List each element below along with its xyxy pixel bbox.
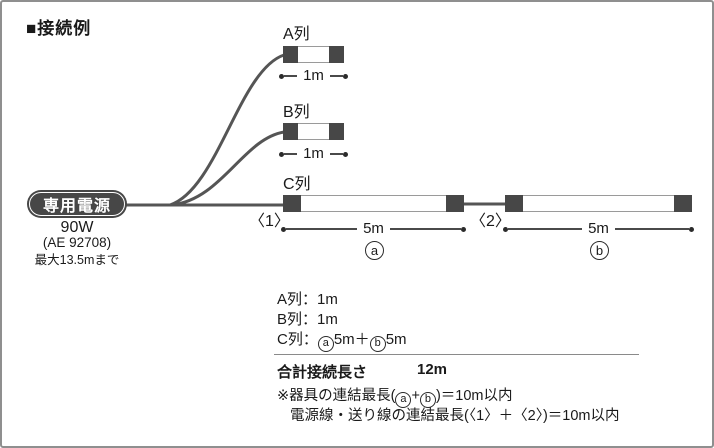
dimension-endpoint-dot — [689, 226, 694, 232]
row-b-light-bar — [283, 123, 344, 140]
note1-suffix: )＝10m以内 — [435, 388, 513, 404]
note1-plus: + — [411, 388, 420, 404]
dimension-line — [389, 228, 461, 230]
dimension-line — [614, 228, 689, 230]
section-title: ■接続例 — [26, 19, 92, 38]
row-a-label: A列 — [283, 26, 310, 43]
summary-row-a: A列：1m — [277, 291, 338, 308]
dimension-endpoint-dot — [343, 73, 348, 79]
segment-b-badge-small: b — [419, 391, 436, 408]
row-c-light-bar-a — [283, 195, 464, 212]
bar-end-cap — [283, 46, 298, 63]
bar-end-cap — [446, 195, 464, 212]
row-b-dimension: 1m — [279, 144, 348, 162]
row-a-dimension: 1m — [279, 66, 348, 84]
segment-a-badge-small: a — [395, 391, 412, 408]
row-a-dimension-label: 1m — [303, 66, 324, 84]
power-model-number: (AE 92708) — [42, 235, 112, 250]
row-c-light-bar-b — [505, 195, 692, 212]
row-b-label: B列 — [283, 104, 310, 121]
power-max-run: 最大13.5mまで — [34, 253, 120, 267]
dimension-line — [329, 75, 343, 77]
summary-row-b: B列：1m — [277, 311, 338, 328]
dimension-line — [329, 153, 343, 155]
power-supply-label: 専用電源 — [29, 192, 125, 216]
row-c-seg-a-dimension-label: 5m — [363, 219, 384, 237]
bar-end-cap — [329, 123, 344, 140]
dimension-line — [286, 228, 358, 230]
segment-b-badge: b — [590, 241, 609, 260]
dimension-line — [284, 153, 298, 155]
row-c-seg-b-dimension: 5m — [503, 219, 694, 237]
bar-end-cap — [674, 195, 692, 212]
summary-row-c: C列： a 5m＋ b 5m — [277, 330, 407, 352]
dimension-line — [284, 75, 298, 77]
row-b-dimension-label: 1m — [303, 144, 324, 162]
dimension-endpoint-dot — [281, 226, 286, 232]
dimension-endpoint-dot — [279, 73, 284, 79]
dimension-line — [508, 228, 583, 230]
row-c-seg-a-dimension: 5m — [281, 219, 466, 237]
row-a-light-bar — [283, 46, 344, 63]
power-wattage: 90W — [60, 219, 94, 236]
total-length-label: 合計接続長さ — [277, 364, 368, 381]
row-c-label: C列 — [283, 176, 311, 193]
dimension-endpoint-dot — [343, 151, 348, 157]
bar-end-cap — [505, 195, 523, 212]
bar-end-cap — [283, 195, 301, 212]
row-c-seg-b-dimension-label: 5m — [588, 219, 609, 237]
segment-a-badge-small: a — [317, 335, 334, 352]
segment-a-badge: a — [365, 241, 384, 260]
note1-prefix: ※器具の連結最長( — [277, 388, 396, 404]
feed-wire-1-label: 〈1〉 — [249, 213, 290, 230]
bar-end-cap — [329, 46, 344, 63]
dimension-endpoint-dot — [461, 226, 466, 232]
segment-b-badge-small: b — [369, 335, 386, 352]
summary-row-c-prefix: C列： — [277, 331, 318, 348]
feed-wire-2-label: 〈2〉 — [470, 213, 511, 230]
total-length-value: 12m — [417, 361, 448, 378]
dimension-endpoint-dot — [503, 226, 508, 232]
note-line-1: ※器具の連結最長(a + b)＝10m以内 — [277, 384, 513, 408]
bar-end-cap — [283, 123, 298, 140]
note-line-2: 電源線・送り線の連結最長(〈1〉＋〈2〉)＝10m以内 — [290, 408, 620, 424]
summary-row-c-mid: 5m＋ — [333, 331, 370, 348]
summary-row-c-suffix: 5m — [385, 331, 407, 348]
summary-divider — [274, 354, 639, 355]
dimension-endpoint-dot — [279, 151, 284, 157]
power-supply-badge: 専用電源 — [27, 190, 127, 218]
